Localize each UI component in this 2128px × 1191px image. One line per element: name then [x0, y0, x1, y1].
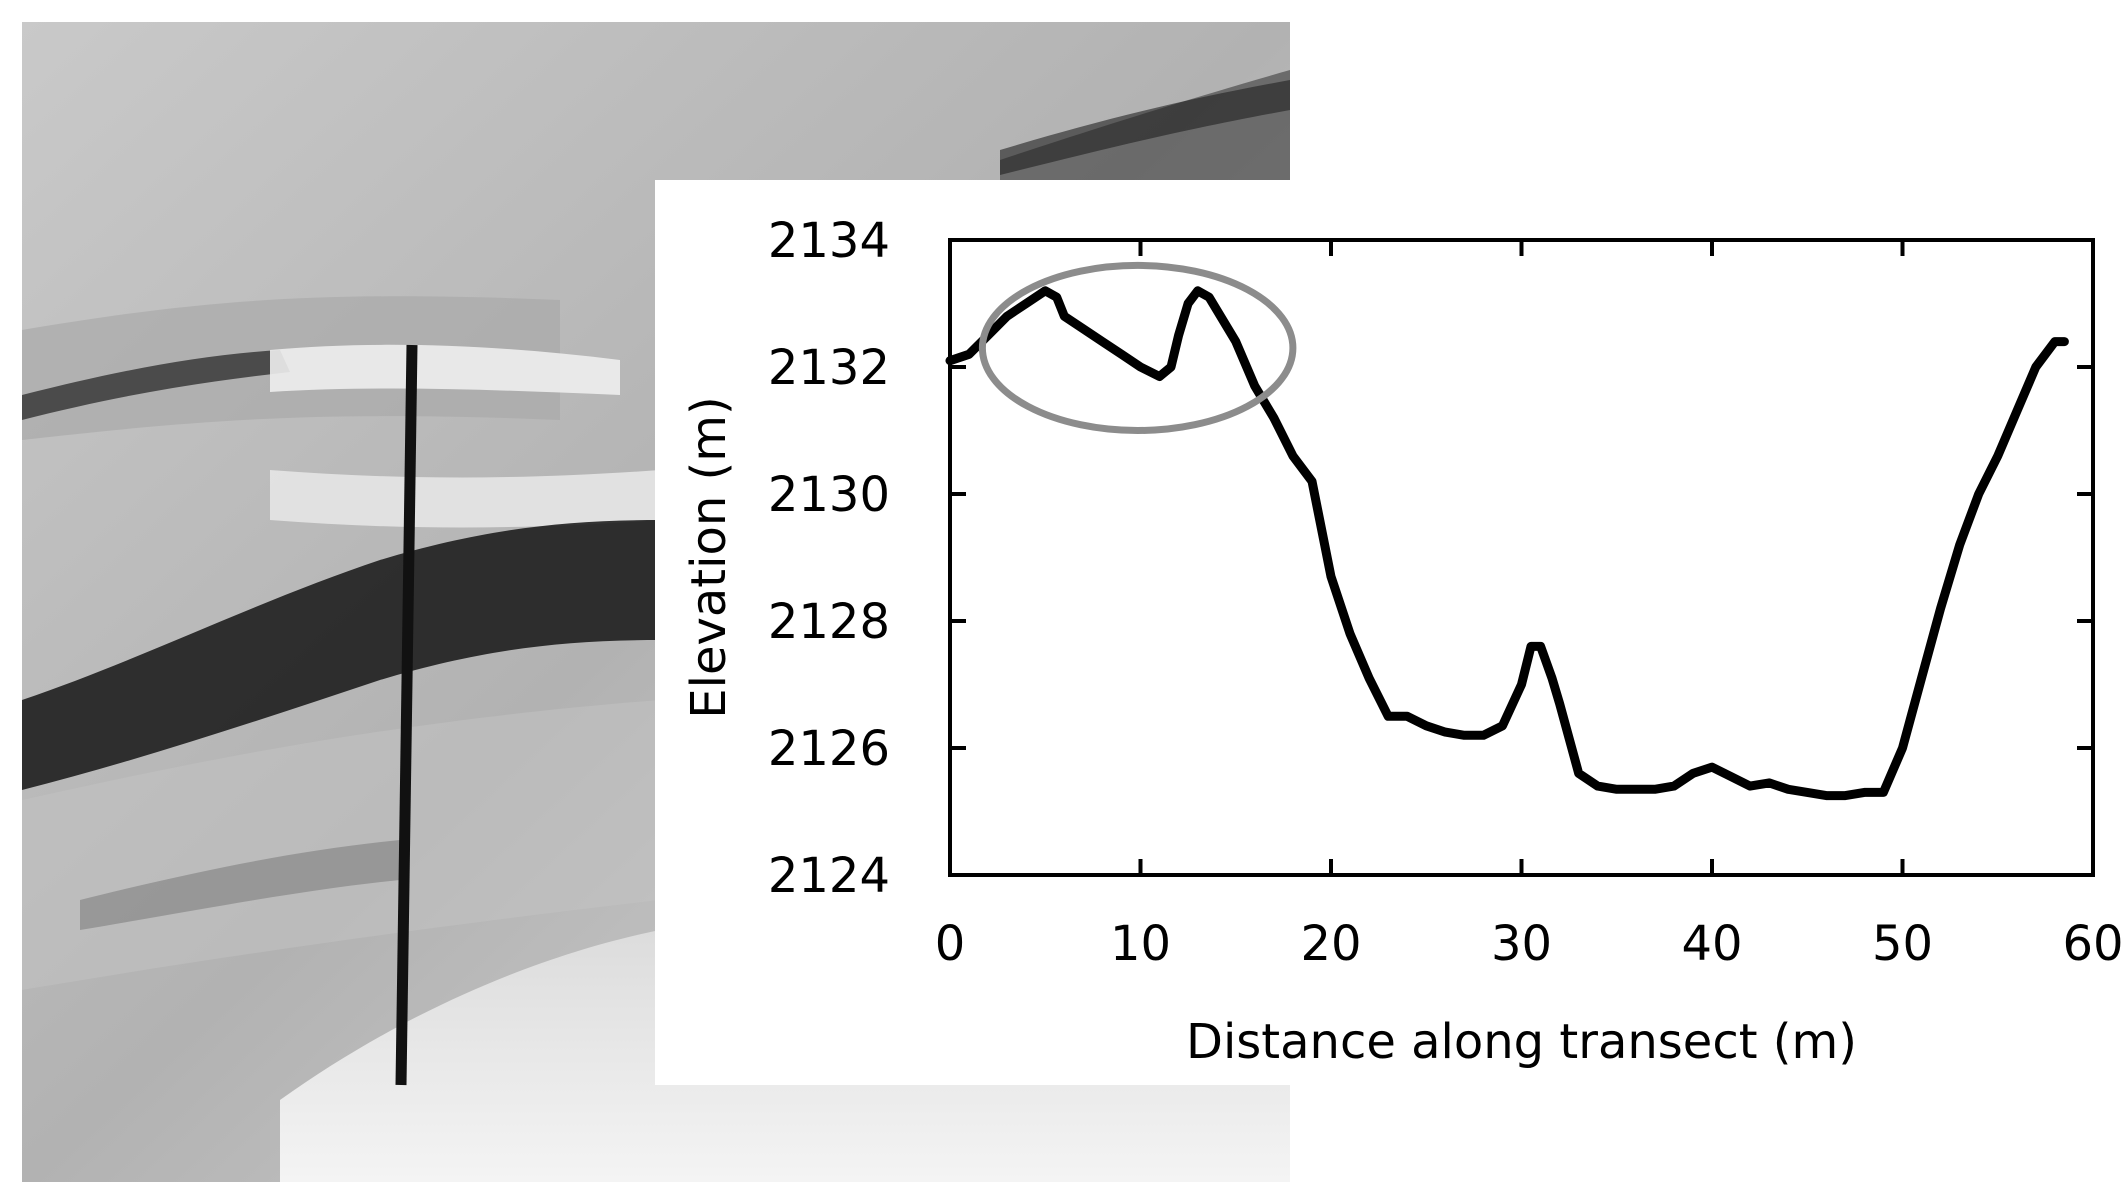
hillshade-dark-right-ridge — [1000, 80, 1290, 175]
x-axis-label: Distance along transect (m) — [1186, 1014, 1857, 1070]
elevation-profile-line — [945, 286, 2069, 801]
x-tick-label: 20 — [1300, 916, 1361, 972]
y-tick-label: 2126 — [768, 721, 890, 777]
x-axis-tick-labels: 0 10 20 30 40 50 60 — [935, 916, 2124, 972]
x-tick-label: 60 — [2062, 916, 2123, 972]
x-tick-label: 30 — [1491, 916, 1552, 972]
x-tick-label: 40 — [1681, 916, 1742, 972]
y-tick-label: 2128 — [768, 594, 890, 650]
chart-panel — [655, 180, 2128, 1085]
plot-frame — [948, 238, 2095, 877]
x-tick-label: 10 — [1110, 916, 1171, 972]
hillshade-light-scarp — [270, 344, 620, 395]
hillshade-dark-shadow-top — [22, 350, 290, 420]
x-tick-label: 50 — [1872, 916, 1933, 972]
elevation-chart: 2124 2126 2128 2130 2132 2134 0 10 20 30 40 50 60 D… — [681, 213, 2124, 1070]
highlight-ellipse — [978, 261, 1297, 435]
y-tick-label: 2124 — [768, 848, 890, 904]
hillshade-dark-band — [22, 520, 660, 790]
hillshade-light-scarp-2 — [270, 470, 660, 528]
y-axis-label: Elevation (m) — [681, 396, 737, 718]
hillshade-mid-slope — [22, 700, 660, 990]
x-tick-label: 0 — [935, 916, 966, 972]
y-tick-label: 2130 — [768, 467, 890, 523]
y-tick-label: 2132 — [768, 340, 890, 396]
y-axis-tick-labels: 2124 2126 2128 2130 2132 2134 — [768, 213, 890, 904]
transect-line — [395, 344, 418, 1086]
y-tick-label: 2134 — [768, 213, 890, 269]
